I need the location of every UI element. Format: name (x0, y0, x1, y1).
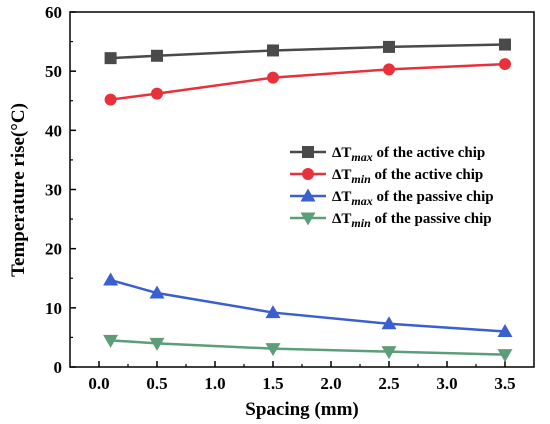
legend-marker (302, 146, 314, 158)
y-tick-label: 50 (45, 62, 62, 81)
series-line (110, 278, 506, 333)
series-layer (103, 38, 513, 363)
y-tick-label: 0 (54, 358, 63, 377)
y-axis-title: Temperature rise(°C) (8, 103, 29, 277)
data-point (104, 93, 117, 106)
data-point (103, 334, 119, 348)
legend-label: ΔTmax of the active chip (332, 145, 485, 164)
data-point (383, 63, 395, 76)
data-point (383, 40, 395, 53)
data-point (151, 49, 163, 62)
data-point (149, 337, 165, 351)
data-point (267, 71, 279, 84)
legend-prefix: ΔT (332, 145, 351, 161)
x-tick-label: 2.5 (378, 374, 399, 393)
series-2 (104, 58, 511, 106)
series-3 (103, 272, 513, 337)
data-point (265, 343, 281, 357)
axis-ticks: 0.0 0.5 1.0 1.5 2.0 2.5 3.0 3.5 0 10 20 30 40 50 60 (45, 3, 516, 393)
legend-label: ΔTmax of the passive chip (332, 189, 494, 208)
legend-item: ΔTmax of the active chip (290, 145, 485, 164)
series-line (110, 43, 506, 60)
x-tick-label: 1.5 (262, 374, 283, 393)
legend-item: ΔTmin of the active chip (290, 167, 483, 186)
legend-prefix: ΔT (332, 167, 351, 183)
legend-label: ΔTmin of the passive chip (332, 211, 492, 230)
legend-label: ΔTmin of the active chip (332, 167, 483, 186)
y-tick-label: 10 (45, 299, 62, 318)
legend-prefix: ΔT (332, 189, 351, 205)
data-point (497, 324, 513, 337)
data-point (151, 87, 163, 100)
legend-suffix: of the passive chip (373, 189, 494, 205)
x-axis-title: Spacing (mm) (245, 399, 358, 420)
legend-item: ΔTmin of the passive chip (290, 211, 492, 230)
series-4 (103, 334, 513, 363)
y-tick-label: 30 (45, 181, 62, 200)
legend-suffix: of the active chip (371, 167, 483, 183)
x-tick-label: 3.5 (494, 374, 515, 393)
legend-subscript: max (351, 194, 372, 208)
y-tick-label: 20 (45, 240, 62, 259)
series-1 (104, 38, 511, 65)
data-point (497, 349, 513, 363)
x-tick-label: 3.0 (436, 374, 457, 393)
legend-marker (300, 188, 316, 202)
data-point (149, 285, 165, 299)
x-tick-label: 2.0 (320, 374, 341, 393)
x-tick-label: 1.0 (204, 374, 225, 393)
data-point (499, 58, 511, 71)
legend-subscript: min (351, 216, 371, 230)
legend-subscript: min (351, 172, 371, 186)
legend-suffix: of the active chip (373, 145, 485, 161)
data-point (267, 44, 279, 57)
data-point (381, 346, 397, 360)
y-tick-label: 60 (45, 3, 62, 22)
series-line (110, 62, 506, 101)
data-point (499, 38, 511, 51)
legend-item: ΔTmax of the passive chip (290, 188, 494, 208)
x-tick-label: 0.5 (146, 374, 167, 393)
legend-subscript: max (351, 150, 372, 164)
data-point (381, 316, 397, 330)
legend-prefix: ΔT (332, 211, 351, 227)
series-line (110, 339, 506, 356)
legend-marker (302, 168, 314, 180)
legend-marker (300, 212, 316, 226)
data-point (103, 272, 119, 286)
x-tick-label: 0.0 (88, 374, 109, 393)
y-tick-label: 40 (45, 121, 62, 140)
data-point (265, 305, 281, 319)
legend-suffix: of the passive chip (371, 211, 492, 227)
data-point (104, 52, 117, 65)
